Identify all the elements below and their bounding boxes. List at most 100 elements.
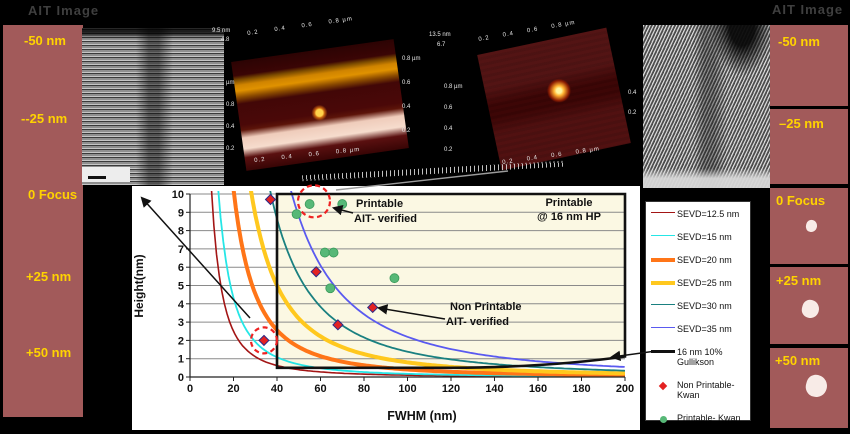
non-printable-point bbox=[310, 266, 322, 278]
printable-point bbox=[304, 199, 315, 209]
afm2-zmax-label: 13.5 nm bbox=[429, 32, 451, 38]
annotation-printable-verified: Printable bbox=[356, 198, 403, 210]
legend-list: SEVD=12.5 nm SEVD=15 nm SEVD=20 nm SEVD=25 … bbox=[651, 209, 748, 434]
legend-line-swatch bbox=[651, 327, 677, 328]
annotation-printable-region-label: Printable bbox=[545, 197, 592, 209]
afm1-axis-left: µm 0.8 0.4 0.2 bbox=[226, 80, 235, 152]
chart-legend: SEVD=12.5 nm SEVD=15 nm SEVD=20 nm SEVD=25 … bbox=[645, 201, 751, 423]
x-tick-label: 200 bbox=[616, 383, 634, 395]
highlight-circle bbox=[249, 326, 279, 355]
legend-line-swatch bbox=[651, 235, 677, 236]
x-tick-label: 80 bbox=[358, 383, 370, 395]
printable-region bbox=[277, 194, 625, 368]
legend-line-swatch bbox=[651, 304, 677, 305]
focus-label: +25 nm bbox=[26, 269, 72, 284]
y-tick-label: 0 bbox=[178, 372, 184, 384]
legend-item-label: SEVD=25 nm bbox=[677, 278, 732, 288]
non-printable-point bbox=[258, 334, 270, 347]
y-tick-label: 7 bbox=[178, 244, 184, 256]
afm1-axis-right: 0.8 µm 0.6 0.4 0.2 bbox=[402, 56, 421, 134]
x-axis-title: FWHM (nm) bbox=[387, 409, 456, 423]
defect-blob bbox=[799, 298, 822, 320]
legend-item-label: SEVD=35 nm bbox=[677, 324, 732, 334]
focus-label: –25 nm bbox=[779, 116, 824, 131]
right-focus-segment-4: +50 nm bbox=[770, 348, 848, 428]
highlight-circle bbox=[296, 184, 332, 219]
printability-chart: 0 20 40 60 80 100 120 140 160 180 200 0 1 2 3 4 5 6 7 8 9 10 P… bbox=[132, 184, 640, 430]
tem-image-left bbox=[82, 28, 224, 185]
non-printable-point bbox=[264, 193, 277, 206]
x-tick-label: 40 bbox=[271, 383, 283, 395]
afm1-axis-top: 0.2 0.4 0.6 0.8 µm bbox=[247, 16, 354, 37]
arrow-to-left-images bbox=[140, 196, 251, 319]
legend-item-label: SEVD=12.5 nm bbox=[677, 209, 740, 219]
printable-point bbox=[319, 247, 330, 258]
defect-blob bbox=[803, 372, 830, 400]
y-tick-label: 2 bbox=[178, 335, 184, 347]
y-tick-label: 3 bbox=[178, 317, 184, 329]
legend-item: SEVD=12.5 nm bbox=[651, 209, 748, 232]
legend-item: 16 nm 10% Gullikson bbox=[651, 347, 748, 380]
afm1-zmid-label: 4.8 bbox=[221, 37, 230, 43]
x-tick-label: 120 bbox=[442, 383, 460, 395]
circle-marker-icon bbox=[651, 416, 677, 423]
legend-line-swatch bbox=[651, 258, 677, 262]
y-tick-label: 5 bbox=[178, 281, 184, 293]
afm2-zmid-label: 6.7 bbox=[437, 42, 446, 48]
curve-25 bbox=[248, 191, 625, 376]
scale-ruler bbox=[302, 160, 564, 182]
printable-point bbox=[337, 199, 348, 209]
legend-item: SEVD=15 nm bbox=[651, 232, 748, 255]
legend-item: Non Printable- Kwan bbox=[651, 380, 748, 413]
right-ait-title: AIT Image bbox=[772, 2, 844, 17]
afm1-zmax-label: 9.5 nm bbox=[212, 28, 231, 34]
svg-text:@ 16 nm HP: @ 16 nm HP bbox=[537, 211, 601, 223]
curve-20 bbox=[231, 191, 625, 377]
non-printable-point bbox=[366, 301, 379, 314]
legend-item-label: SEVD=15 nm bbox=[677, 232, 732, 242]
x-tick-label: 20 bbox=[227, 383, 239, 395]
y-tick-label: 10 bbox=[172, 189, 184, 201]
non-printable-point bbox=[332, 319, 344, 331]
defect-blob bbox=[804, 218, 819, 234]
legend-line-swatch bbox=[651, 350, 677, 353]
right-focus-segment-3: +25 nm bbox=[770, 267, 848, 344]
legend-item-label: 16 nm 10% Gullikson bbox=[677, 347, 723, 368]
x-tick-label: 140 bbox=[485, 383, 503, 395]
focus-label: -50 nm bbox=[24, 33, 66, 48]
legend-item-label: SEVD=30 nm bbox=[677, 301, 732, 311]
x-tick-label: 0 bbox=[187, 383, 193, 395]
tem-left-scalebar bbox=[88, 176, 106, 179]
y-tick-label: 8 bbox=[178, 226, 184, 238]
printable-point bbox=[389, 273, 400, 284]
legend-line-swatch bbox=[651, 281, 677, 285]
svg-text:AIT- verified: AIT- verified bbox=[354, 213, 417, 225]
y-tick-label: 9 bbox=[178, 207, 184, 219]
curve-30 bbox=[269, 191, 625, 372]
x-tick-label: 160 bbox=[529, 383, 547, 395]
y-tick-label: 1 bbox=[178, 354, 184, 366]
x-tick-label: 180 bbox=[572, 383, 590, 395]
focus-label: 0 Focus bbox=[776, 193, 826, 208]
legend-item: SEVD=25 nm bbox=[651, 278, 748, 301]
focus-label: +50 nm bbox=[26, 345, 72, 360]
focus-label: -50 nm bbox=[778, 34, 820, 49]
tem-image-right bbox=[643, 25, 770, 188]
right-focus-segment-0: -50 nm bbox=[770, 25, 848, 106]
diamond-marker-icon bbox=[651, 381, 677, 391]
right-focus-segment-1: –25 nm bbox=[770, 109, 848, 184]
legend-line-swatch bbox=[651, 212, 677, 213]
left-focus-panel: -50 nm --25 nm 0 Focus +25 nm +50 nm bbox=[3, 25, 83, 417]
legend-item: SEVD=35 nm bbox=[651, 324, 748, 347]
legend-item-label: SEVD=20 nm bbox=[677, 255, 732, 265]
right-focus-segment-2: 0 Focus bbox=[770, 188, 848, 264]
y-axis-title: Height(nm) bbox=[132, 254, 146, 317]
printable-point bbox=[328, 247, 339, 258]
annotation-nonprintable-verified: Non Printable bbox=[450, 301, 522, 313]
legend-item: Printable- Kwan bbox=[651, 413, 748, 434]
focus-label: --25 nm bbox=[21, 111, 68, 126]
printable-point bbox=[325, 283, 336, 294]
legend-item-label: Non Printable- Kwan bbox=[677, 380, 735, 401]
afm2-axis-right: 0.4 0.2 bbox=[628, 90, 637, 116]
afm2-axis-left: 0.8 µm 0.6 0.4 0.2 bbox=[444, 84, 463, 153]
